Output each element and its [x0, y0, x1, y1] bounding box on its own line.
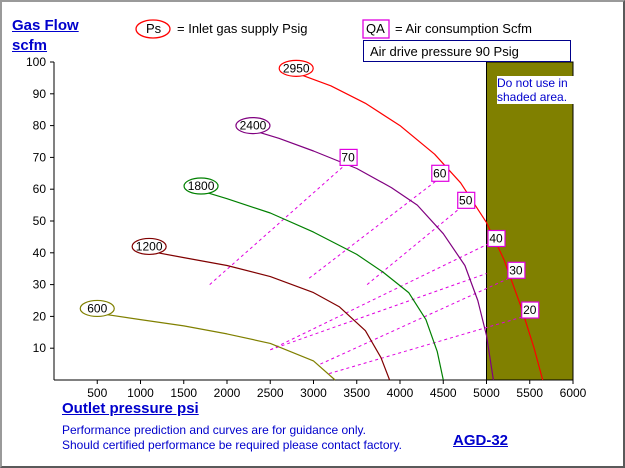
air-consumption-label-box [487, 229, 506, 248]
air-consumption-line [270, 239, 497, 351]
x-tick-label: 3000 [300, 386, 327, 400]
curve-label-ellipse [235, 116, 271, 135]
x-tick-label: 4000 [387, 386, 414, 400]
x-tick-label: 500 [87, 386, 107, 400]
shaded-area-note: Do not use in shaded area. [497, 76, 575, 104]
inlet-pressure-curve [295, 72, 544, 381]
air-consumption-line [308, 177, 441, 279]
y-tick-label: 80 [33, 119, 47, 133]
inlet-pressure-curve [252, 129, 494, 381]
curve-label-text: 1800 [188, 179, 215, 193]
air-consumption-label-box [507, 261, 526, 279]
y-tick-label: 20 [33, 309, 47, 323]
y-axis-title-line1: Gas Flow [12, 17, 79, 34]
air-drive-pressure-box: Air drive pressure 90 Psig [363, 40, 571, 62]
curve-label-text: 1200 [136, 239, 163, 253]
x-axis-title: Outlet pressure psi [62, 400, 199, 417]
legend-qa-symbol: QA [366, 21, 385, 36]
curve-label-ellipse [278, 59, 314, 77]
legend-ps-text: = Inlet gas supply Psig [177, 21, 308, 36]
air-consumption-label-box [339, 148, 358, 166]
legend-ps-ellipse [135, 19, 171, 39]
air-consumption-label-text: 30 [509, 263, 523, 277]
curve-label-text: 2400 [240, 119, 267, 133]
shaded-region [486, 61, 574, 381]
air-consumption-label-box [521, 301, 540, 319]
air-consumption-line [328, 314, 530, 375]
legend-qa-box [362, 19, 390, 39]
y-axis-title-line2: scfm [12, 37, 48, 54]
inlet-pressure-curve [148, 250, 391, 381]
curve-label-text: 600 [87, 301, 107, 315]
x-tick-label: 6000 [560, 386, 587, 400]
x-tick-label: 1500 [170, 386, 197, 400]
x-tick-label: 3500 [343, 386, 370, 400]
curve-label-text: 2950 [283, 61, 310, 75]
x-tick-label: 2500 [257, 386, 284, 400]
air-consumption-label-text: 40 [489, 231, 503, 245]
air-consumption-label-text: 70 [341, 150, 355, 164]
air-consumption-label-box [457, 191, 476, 209]
y-tick-label: 90 [33, 87, 47, 101]
x-tick-label: 5000 [473, 386, 500, 400]
y-tick-label: 10 [33, 341, 47, 355]
y-tick-label: 100 [26, 55, 46, 69]
legend-ps-symbol: Ps [146, 21, 162, 36]
guidance-note-line2: Should certified performance be required… [62, 438, 402, 452]
y-tick-label: 50 [33, 214, 47, 228]
model-number: AGD-32 [453, 432, 509, 449]
air-consumption-label-text: 60 [433, 166, 447, 180]
x-tick-label: 5500 [516, 386, 543, 400]
x-tick-label: 1000 [127, 386, 154, 400]
y-tick-label: 30 [33, 278, 47, 292]
air-consumption-line [270, 273, 487, 351]
inlet-pressure-curve [200, 190, 444, 381]
legend-qa-text: = Air consumption Scfm [395, 21, 532, 36]
y-tick-label: 70 [33, 150, 47, 164]
air-consumption-label-box [431, 164, 450, 182]
curve-label-ellipse [183, 177, 219, 195]
air-consumption-label-text: 50 [459, 193, 473, 207]
curve-label-ellipse [79, 299, 115, 318]
air-consumption-label-text: 20 [523, 303, 537, 317]
guidance-note-line1: Performance prediction and curves are fo… [62, 423, 366, 437]
y-tick-label: 60 [33, 182, 47, 196]
inlet-pressure-curve [97, 312, 336, 381]
curve-label-ellipse [131, 237, 167, 256]
x-tick-label: 2000 [214, 386, 241, 400]
y-tick-label: 40 [33, 246, 47, 260]
air-consumption-line [209, 161, 349, 285]
x-tick-label: 4500 [430, 386, 457, 400]
